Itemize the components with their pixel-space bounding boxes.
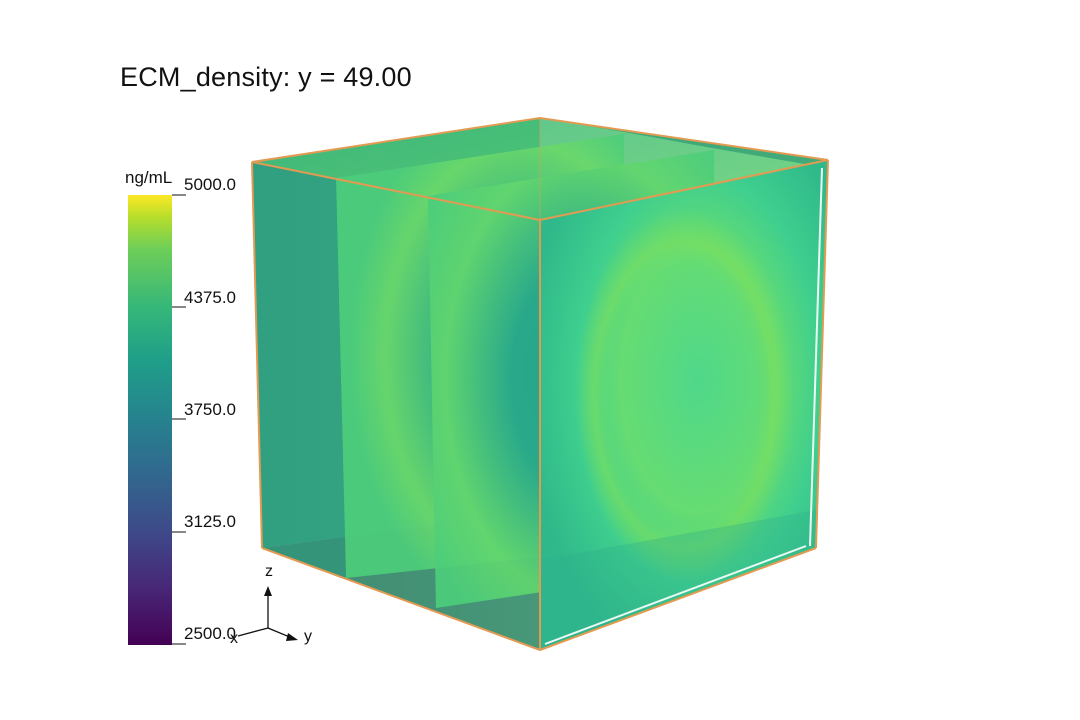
cube-outline: [251, 116, 829, 652]
colorbar-tick: 3750.0: [184, 400, 236, 419]
colorbar: [128, 194, 186, 645]
axis-x-label: x: [230, 630, 238, 647]
colorbar-gradient: [128, 195, 172, 645]
axis-y-label: y: [304, 628, 312, 645]
colorbar-tick: 5000.0: [184, 175, 236, 194]
axes-triad: [237, 586, 298, 641]
colorbar-tick: 3125.0: [184, 512, 236, 531]
colorbar-units: ng/mL: [125, 168, 173, 187]
plot-title: ECM_density: y = 49.00: [120, 62, 412, 92]
colorbar-tick: 2500.0: [184, 624, 236, 643]
colorbar-tick: 4375.0: [184, 288, 236, 307]
cube: [251, 116, 829, 652]
axis-z-label: z: [265, 563, 273, 580]
